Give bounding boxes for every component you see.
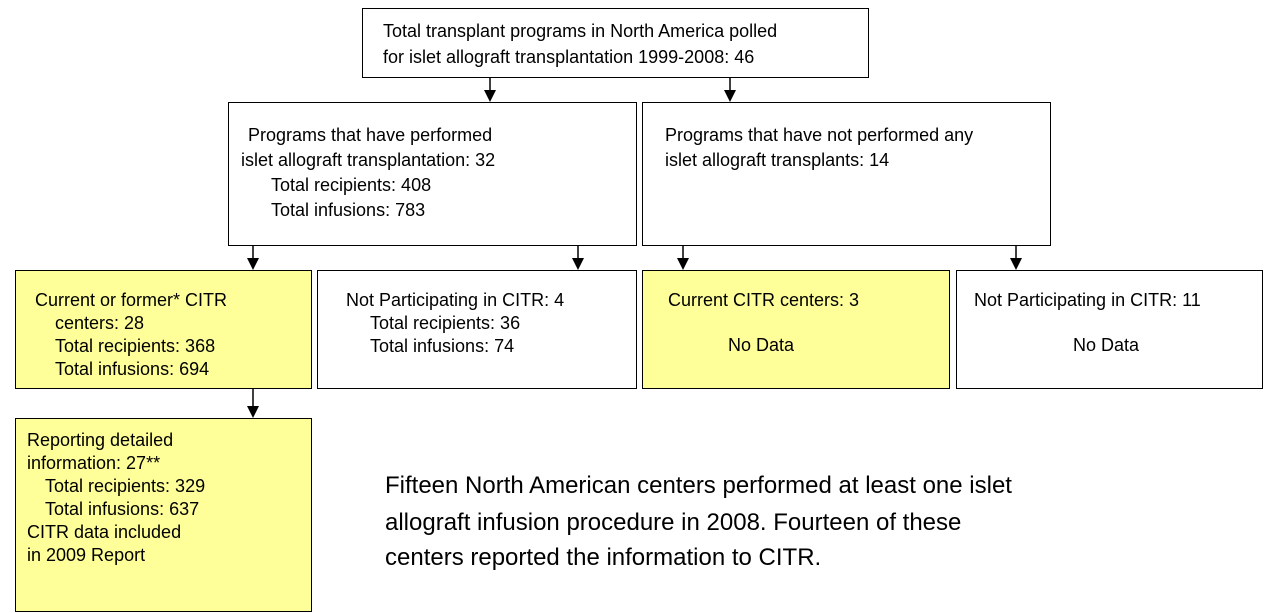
node-box xyxy=(317,270,637,389)
note-text: Fifteen North American centers performed… xyxy=(385,472,1012,499)
node-box xyxy=(642,270,950,389)
node-box xyxy=(956,270,1263,389)
node-text: Programs that have performed xyxy=(248,125,493,145)
node-text: Total recipients: 368 xyxy=(55,336,216,356)
node-text: Reporting detailed xyxy=(27,430,174,450)
node-box xyxy=(362,8,869,78)
node-text: Current CITR centers: 3 xyxy=(668,290,860,310)
node-text: for islet allograft transplantation 1999… xyxy=(383,47,755,67)
node-text: in 2009 Report xyxy=(27,545,146,565)
node-text: Total recipients: 36 xyxy=(370,313,521,333)
node-text: islet allograft transplants: 14 xyxy=(665,150,890,170)
node-text: centers: 28 xyxy=(55,313,145,333)
node-box xyxy=(15,270,312,389)
node-text: Not Participating in CITR: 4 xyxy=(346,290,565,310)
node-text: No Data xyxy=(1073,335,1140,355)
note-text: centers reported the information to CITR… xyxy=(385,544,822,571)
node-text: Total transplant programs in North Ameri… xyxy=(383,21,778,41)
node-text: Total infusions: 74 xyxy=(370,336,515,356)
node-text: Total recipients: 408 xyxy=(271,175,432,195)
node-text: Total infusions: 694 xyxy=(55,359,210,379)
node-text: CITR data included xyxy=(27,522,182,542)
node-text: Total recipients: 329 xyxy=(45,476,206,496)
node-text: islet allograft transplantation: 32 xyxy=(241,150,496,170)
note-text: allograft infusion procedure in 2008. Fo… xyxy=(385,509,962,536)
node-text: Current or former* CITR xyxy=(35,290,228,310)
node-box xyxy=(642,102,1051,246)
node-text: Programs that have not performed any xyxy=(665,125,974,145)
node-text: Not Participating in CITR: 11 xyxy=(974,290,1201,310)
node-box xyxy=(228,102,637,246)
node-text: Total infusions: 783 xyxy=(271,200,426,220)
node-box xyxy=(15,418,312,612)
node-text: No Data xyxy=(728,335,795,355)
node-text: Total infusions: 637 xyxy=(45,499,200,519)
node-text: information: 27** xyxy=(27,453,161,473)
